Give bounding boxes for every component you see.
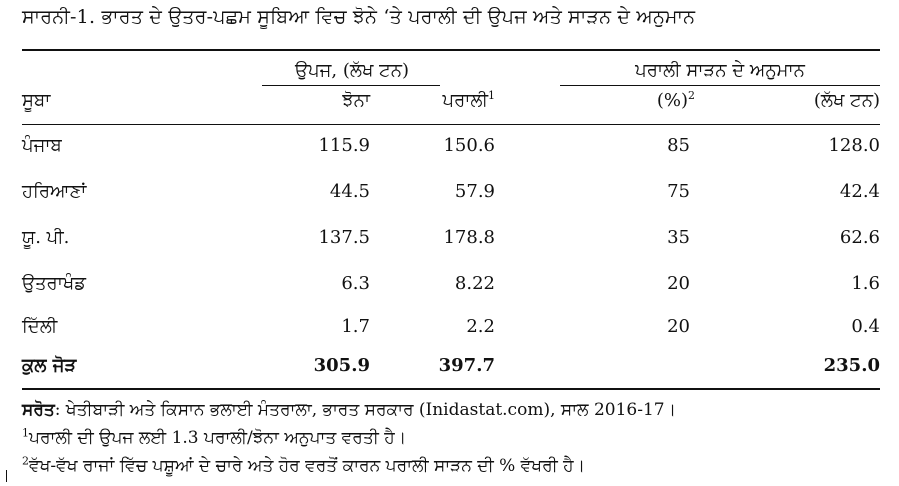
row-lakh: 62.6 (839, 227, 880, 248)
footnote-2: 2ਵੱਖ-ਵੱਖ ਰਾਜਾਂ ਵਿੱਚ ਪਸ਼ੂਆਂ ਦੇ ਚਾਰੇ ਅਤੇ ਹ… (22, 454, 586, 476)
row-paddy: 44.5 (329, 181, 370, 202)
source-note: ਸਰੋਤ: ਖੇਤੀਬਾੜੀ ਅਤੇ ਕਿਸਾਨ ਭਲਾਈ ਮੰਤਰਾਲਾ, ਭ… (22, 399, 676, 421)
col-header-state: ਸੂਬਾ (22, 90, 51, 111)
row-lakh: 0.4 (851, 316, 880, 337)
yield-subrule (262, 85, 440, 86)
header-rule (22, 124, 880, 125)
row-pct: 20 (667, 316, 690, 337)
row-pct: 75 (667, 181, 690, 202)
row-straw: 57.9 (454, 181, 495, 202)
row-state: ਉਤਰਾਖੰਡ (22, 273, 86, 294)
col-header-straw: ਪਰਾਲੀ1 (442, 89, 495, 111)
row-paddy: 115.9 (318, 135, 370, 156)
col-header-paddy: ਝੋਨਾ (342, 90, 370, 111)
row-state: ਹਰਿਆਣਾਂ (22, 181, 87, 202)
row-lakh: 1.6 (851, 273, 880, 294)
margin-mark (6, 470, 7, 482)
group-header-burn: ਪਰਾਲੀ ਸਾੜਨ ਦੇ ਅਨੁਮਾਨ (635, 60, 805, 81)
row-straw: 178.8 (443, 227, 495, 248)
top-rule (22, 49, 880, 51)
row-paddy: 6.3 (341, 273, 370, 294)
group-header-yield: ਉਪਜ, (ਲੱਖ ਟਨ) (295, 60, 409, 81)
total-lakh: 235.0 (823, 355, 880, 376)
source-text: : ਖੇਤੀਬਾੜੀ ਅਤੇ ਕਿਸਾਨ ਭਲਾਈ ਮੰਤਰਾਲਾ, ਭਾਰਤ … (54, 400, 677, 420)
row-paddy: 1.7 (341, 316, 370, 337)
burn-subrule (560, 85, 880, 86)
total-paddy: 305.9 (313, 355, 370, 376)
row-state: ਪੰਜਾਬ (22, 135, 62, 156)
col-header-lakh: (ਲੱਖ ਟਨ) (813, 90, 880, 111)
footnote-1: 1ਪਰਾਲੀ ਦੀ ਉਪਜ ਲਈ 1.3 ਪਰਾਲੀ/ਝੋਨਾ ਅਨੁਪਾਤ ਵ… (22, 426, 407, 448)
source-label: ਸਰੋਤ (22, 400, 55, 420)
row-paddy: 137.5 (318, 227, 370, 248)
row-pct: 35 (667, 227, 690, 248)
row-straw: 150.6 (443, 135, 495, 156)
row-straw: 2.2 (466, 316, 495, 337)
row-straw: 8.22 (454, 273, 495, 294)
total-label: ਕੁਲ ਜੋੜ (22, 355, 77, 376)
total-straw: 397.7 (438, 355, 495, 376)
row-state: ਦਿੱਲੀ (22, 316, 58, 337)
table-title: ਸਾਰਨੀ-1. ਭਾਰਤ ਦੇ ਉਤਰ-ਪਛਮ ਸੂਬਿਆ ਵਿਚ ਝੋਨੇ … (22, 6, 696, 28)
col-header-pct: (%)2 (656, 89, 695, 111)
row-pct: 85 (667, 135, 690, 156)
row-pct: 20 (667, 273, 690, 294)
row-state: ਯੂ. ਪੀ. (22, 227, 70, 248)
row-lakh: 128.0 (828, 135, 880, 156)
bottom-rule (22, 388, 880, 390)
row-lakh: 42.4 (839, 181, 880, 202)
